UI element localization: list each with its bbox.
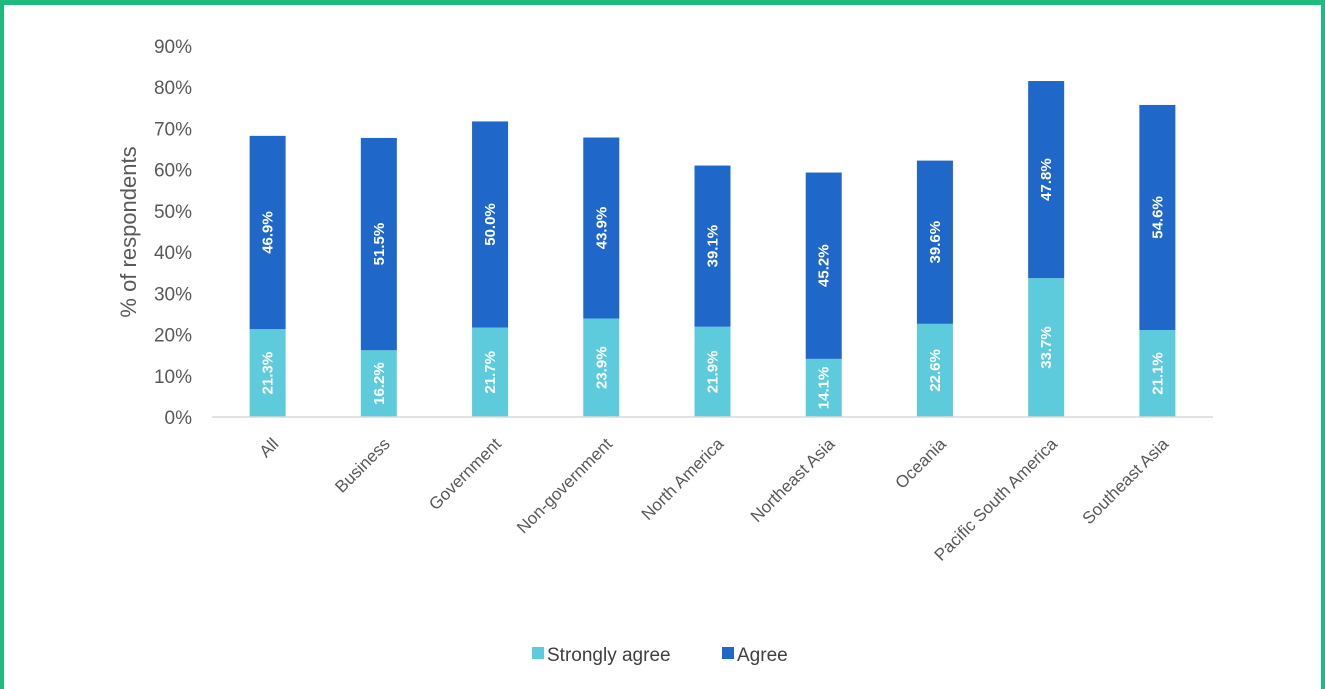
category-label: All (256, 434, 283, 461)
bar-data-label: 23.9% (593, 346, 610, 389)
legend-swatch (722, 647, 734, 659)
bar-data-label: 21.1% (1149, 352, 1166, 395)
bar-data-label: 54.6% (1149, 196, 1166, 239)
y-tick-label: 50% (154, 202, 192, 223)
bar-strongly-agree (805, 358, 842, 417)
category-label: Government (425, 434, 505, 514)
category-label: Oceania (892, 434, 951, 493)
bar-strongly-agree (472, 327, 509, 417)
y-tick-label: 70% (154, 119, 192, 140)
y-tick-label: 90% (154, 37, 192, 58)
bar-data-label: 21.7% (482, 351, 499, 394)
category-label: North America (638, 434, 728, 524)
bar-agree (694, 165, 731, 327)
y-axis-title-group: % of respondents (116, 146, 141, 317)
legend-swatch (532, 647, 544, 659)
bar-strongly-agree (583, 318, 620, 417)
bar-agree (472, 121, 509, 328)
bar-agree (249, 135, 286, 330)
bar-agree (805, 172, 842, 359)
bar-data-label: 14.1% (816, 367, 833, 410)
category-label: Non-government (513, 434, 616, 537)
bar-data-label: 16.2% (371, 362, 388, 405)
bar-data-label: 21.9% (705, 351, 722, 394)
y-tick-label: 80% (154, 78, 192, 99)
bar-data-label: 22.6% (927, 349, 944, 392)
bar-agree (1139, 104, 1176, 331)
y-tick-label: 40% (154, 243, 192, 264)
bar-strongly-agree (360, 350, 397, 417)
bar-strongly-agree (1139, 330, 1176, 417)
y-tick-label: 30% (154, 284, 192, 305)
category-label: Business (331, 434, 393, 496)
bar-data-label: 47.8% (1038, 158, 1055, 201)
legend-label: Agree (737, 645, 788, 666)
bar-agree (916, 160, 953, 324)
legend-label: Strongly agree (547, 645, 671, 666)
category-labels: All Business Government Non-government North… (256, 434, 1173, 565)
legend: Strongly agree Agree (532, 645, 788, 666)
bar-strongly-agree (1028, 278, 1065, 417)
bar-strongly-agree (916, 323, 953, 417)
category-label: Pacific South America (931, 434, 1062, 565)
bar-data-label: 43.9% (593, 207, 610, 250)
category-label: Southeast Asia (1079, 434, 1173, 528)
bars (249, 81, 1176, 417)
bar-data-label: 21.3% (260, 352, 277, 395)
bar-agree (583, 137, 620, 319)
bar-data-label: 33.7% (1038, 326, 1055, 369)
bar-agree (1028, 81, 1065, 279)
bar-data-label: 50.0% (482, 203, 499, 246)
bar-data-label: 45.2% (816, 244, 833, 287)
bar-agree (360, 137, 397, 351)
y-tick-label: 60% (154, 161, 192, 182)
bar-data-label: 39.6% (927, 221, 944, 264)
bar-data-label: 39.1% (705, 225, 722, 268)
y-tick-label: 10% (154, 367, 192, 388)
y-tick-label: 0% (165, 408, 193, 429)
y-axis-ticks: 0% 10% 20% 30% 40% 50% 60% 70% 80% 90% (154, 37, 192, 429)
y-axis-title: % of respondents (116, 146, 141, 317)
bar-data-label: 46.9% (260, 211, 277, 254)
bar-strongly-agree (249, 329, 286, 417)
data-labels: 21.3% 46.9% 16.2% 51.5% 21.7% 50.0% 23.9% 43.9%… (260, 158, 1167, 409)
y-tick-label: 20% (154, 326, 192, 347)
category-label: Northeast Asia (747, 434, 839, 526)
bar-strongly-agree (694, 326, 731, 417)
bar-data-label: 51.5% (371, 223, 388, 266)
